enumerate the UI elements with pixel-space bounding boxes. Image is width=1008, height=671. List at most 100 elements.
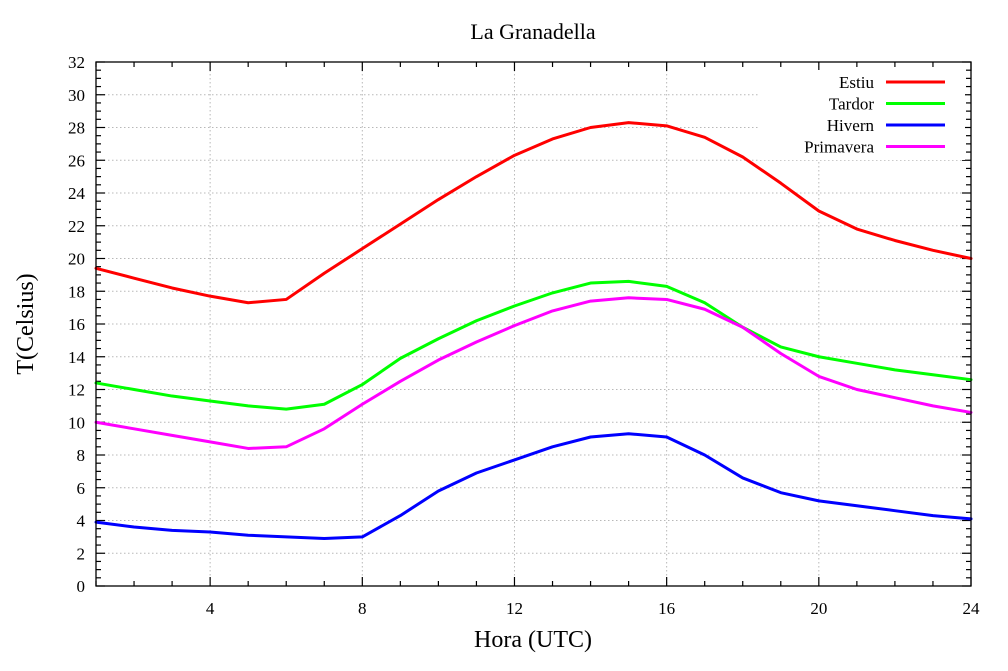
plot-frame <box>95 61 972 587</box>
data-point-hivern <box>893 509 897 512</box>
data-point-hivern <box>208 530 212 534</box>
data-point-tardor <box>703 301 706 304</box>
legend-label-hivern: Hivern <box>827 116 875 135</box>
data-point-primavera <box>665 298 668 301</box>
data-point-primavera <box>170 434 174 437</box>
data-point-primavera <box>399 380 402 383</box>
legend: Estiu Tardor Hivern Primavera <box>760 70 965 160</box>
y-tick-label: 12 <box>68 381 85 400</box>
data-point-hivern <box>399 514 402 517</box>
data-point-primavera <box>475 340 478 344</box>
data-point-estiu <box>170 286 174 290</box>
data-point-primavera <box>246 447 250 450</box>
data-point-estiu <box>132 276 136 280</box>
data-point-tardor <box>170 394 174 398</box>
x-tick-label: 20 <box>810 599 827 618</box>
series-lines <box>94 121 973 541</box>
data-point-tardor <box>779 345 782 349</box>
data-point-tardor <box>132 388 136 391</box>
y-tick-label: 28 <box>68 119 85 138</box>
data-point-estiu <box>893 239 897 242</box>
data-point-tardor <box>399 357 402 360</box>
y-tick-label: 24 <box>68 184 86 203</box>
y-tick-label: 14 <box>68 348 86 367</box>
data-point-estiu <box>437 198 440 201</box>
data-point-hivern <box>627 432 630 435</box>
legend-label-primavera: Primavera <box>804 138 874 157</box>
data-point-primavera <box>513 324 516 327</box>
data-point-primavera <box>208 440 212 444</box>
data-point-hivern <box>551 445 554 449</box>
legend-label-estiu: Estiu <box>839 73 874 92</box>
y-tick-label: 4 <box>77 512 86 531</box>
data-point-tardor <box>246 404 250 408</box>
series-line-primavera <box>94 296 973 450</box>
data-point-primavera <box>855 388 859 391</box>
data-point-estiu <box>627 121 630 124</box>
data-point-estiu <box>323 272 326 275</box>
y-tick-label: 6 <box>77 479 86 498</box>
data-point-primavera <box>361 403 364 406</box>
y-tick-label: 22 <box>68 217 85 236</box>
data-point-primavera <box>437 358 440 362</box>
legend-label-tardor: Tardor <box>829 95 874 114</box>
data-point-estiu <box>399 222 402 226</box>
data-point-tardor <box>665 285 668 288</box>
data-point-hivern <box>437 489 440 493</box>
data-point-tardor <box>551 291 554 295</box>
y-tick-label: 0 <box>77 577 86 596</box>
data-point-estiu <box>246 301 250 304</box>
y-tick-label: 8 <box>77 446 86 465</box>
chart-title: La Granadella <box>470 19 595 44</box>
x-tick-label: 24 <box>963 599 981 618</box>
data-point-tardor <box>931 373 935 376</box>
data-point-hivern <box>665 435 668 439</box>
data-point-estiu <box>665 124 668 128</box>
x-tick-label: 12 <box>506 599 523 618</box>
series-line-hivern <box>94 432 973 541</box>
data-point-primavera <box>703 308 706 311</box>
data-point-tardor <box>589 281 592 285</box>
data-point-hivern <box>589 435 592 439</box>
data-point-estiu <box>741 155 744 159</box>
data-point-estiu <box>931 249 935 252</box>
data-point-primavera <box>779 352 782 355</box>
data-point-primavera <box>132 427 136 430</box>
y-tick-label: 16 <box>68 315 85 334</box>
data-point-hivern <box>361 535 364 539</box>
data-point-primavera <box>285 445 288 449</box>
data-point-hivern <box>246 534 250 537</box>
data-point-hivern <box>475 471 478 475</box>
data-point-tardor <box>893 368 897 372</box>
data-point-hivern <box>855 504 859 507</box>
data-point-primavera <box>931 404 935 408</box>
data-point-primavera <box>893 396 897 399</box>
x-tick-label: 4 <box>206 599 215 618</box>
y-tick-label: 10 <box>68 413 85 432</box>
series-primavera <box>94 296 973 450</box>
x-tick-label: 8 <box>358 599 367 618</box>
data-point-hivern <box>741 476 744 480</box>
x-axis-title: Hora (UTC) <box>474 627 592 653</box>
data-point-hivern <box>779 491 782 494</box>
data-point-primavera <box>589 299 592 303</box>
data-point-tardor <box>627 280 630 283</box>
x-tick-label: 16 <box>658 599 675 618</box>
data-point-estiu <box>361 247 364 250</box>
data-point-estiu <box>513 154 516 157</box>
series-line-tardor <box>94 279 973 411</box>
data-point-estiu <box>285 298 288 301</box>
series-hivern <box>94 432 973 541</box>
data-point-tardor <box>208 399 212 403</box>
data-point-estiu <box>779 181 782 185</box>
data-point-estiu <box>589 126 592 129</box>
y-tick-label: 2 <box>77 544 86 563</box>
y-axis-title: T(Celsius) <box>13 273 39 374</box>
data-point-hivern <box>323 537 326 540</box>
data-point-hivern <box>703 453 706 457</box>
data-point-primavera <box>323 427 326 430</box>
data-point-tardor <box>475 319 478 322</box>
data-point-estiu <box>551 137 554 141</box>
